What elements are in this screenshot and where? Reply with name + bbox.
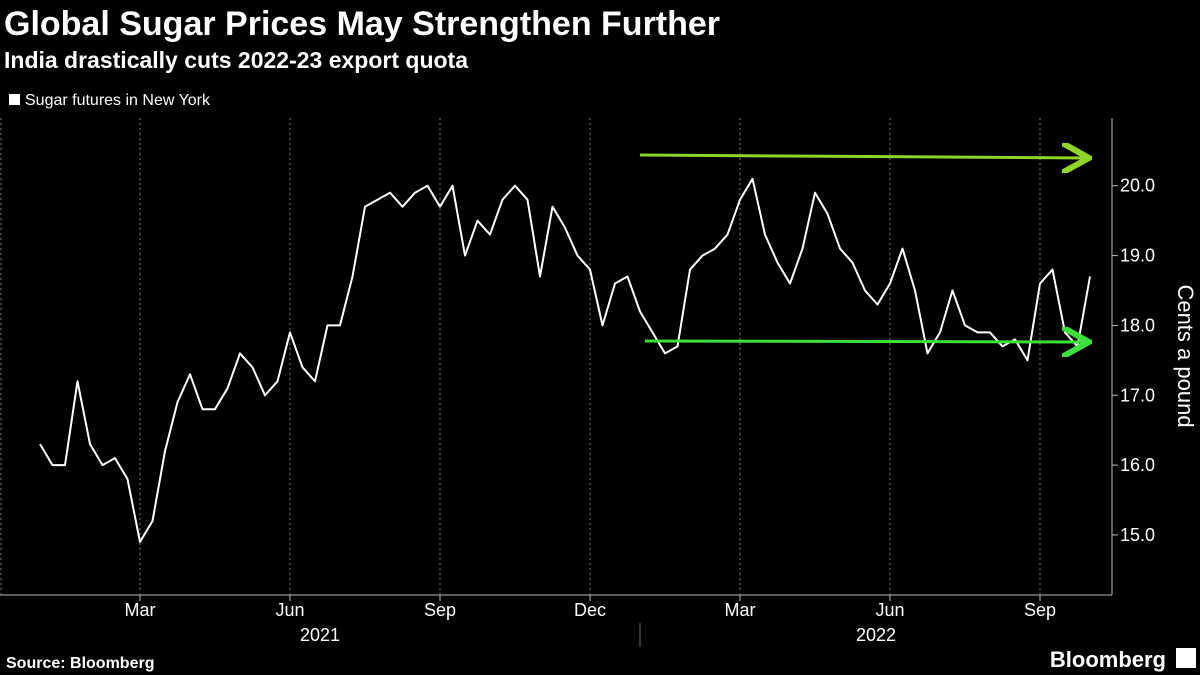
x-tick-label: Sep xyxy=(1024,600,1056,620)
plot-area: 15.0 16.0 17.0 18.0 19.0 20.0 Mar Jun Sep Dec Mar J… xyxy=(0,118,1155,647)
x-tick-label: Dec xyxy=(574,600,606,620)
brand-icon xyxy=(1176,648,1196,668)
y-tick-label: 16.0 xyxy=(1120,455,1155,475)
x-tick-label: Sep xyxy=(424,600,456,620)
year-label: 2022 xyxy=(856,625,896,645)
y-tick-label: 15.0 xyxy=(1120,525,1155,545)
legend-swatch xyxy=(9,94,20,105)
y-tick-label: 20.0 xyxy=(1120,176,1155,196)
source: Source: Bloomberg xyxy=(6,655,154,672)
chart-subtitle: India drastically cuts 2022-23 export qu… xyxy=(4,47,468,73)
x-tick-label: Mar xyxy=(125,600,156,620)
price-line xyxy=(39,177,1091,543)
y-tick-label: 17.0 xyxy=(1120,385,1155,405)
year-label: 2021 xyxy=(300,625,340,645)
x-tick-label: Jun xyxy=(875,600,904,620)
resistance-arrow xyxy=(639,155,1086,158)
support-arrow xyxy=(644,341,1086,342)
y-axis-label: Cents a pound xyxy=(1173,284,1198,427)
legend-label: Sugar futures in New York xyxy=(25,92,211,109)
x-tick-label: Jun xyxy=(275,600,304,620)
y-tick-label: 18.0 xyxy=(1120,315,1155,335)
x-tick-label: Mar xyxy=(725,600,756,620)
y-tick-label: 19.0 xyxy=(1120,246,1155,266)
chart-title: Global Sugar Prices May Strengthen Furth… xyxy=(4,5,720,43)
brand: Bloomberg xyxy=(1050,647,1166,672)
